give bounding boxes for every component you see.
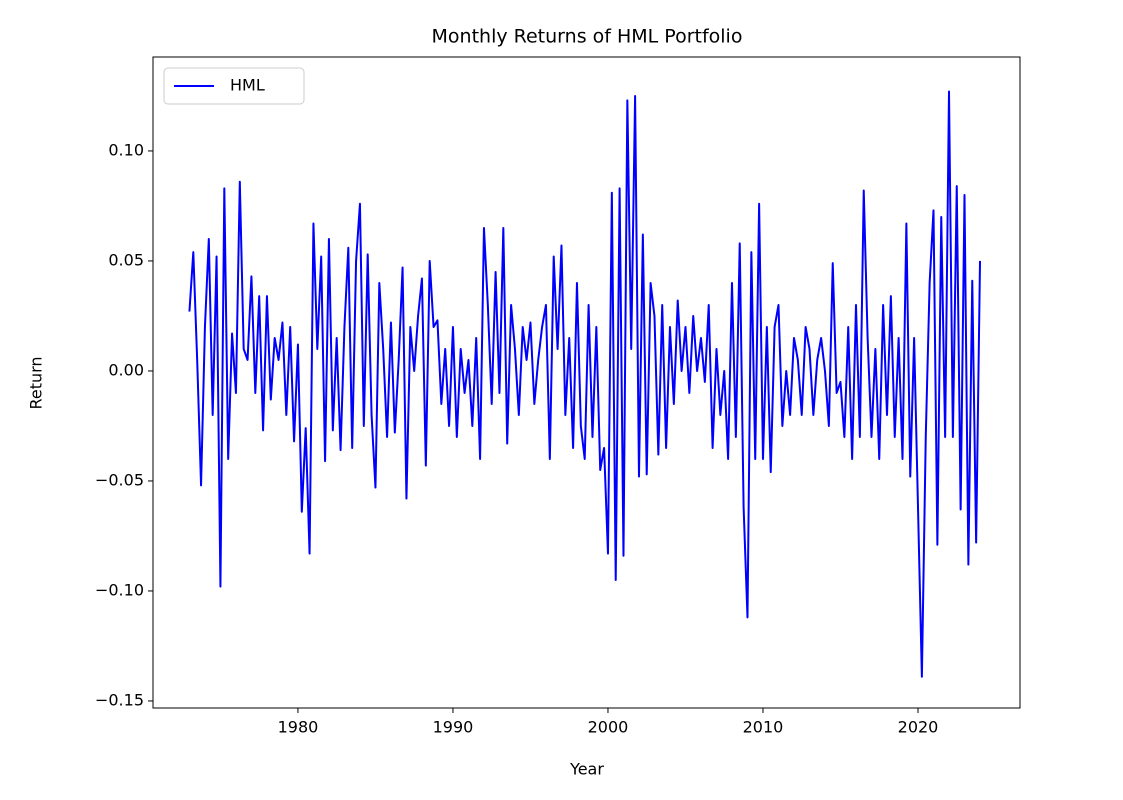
y-tick-label: 0.10 <box>108 140 144 159</box>
plot-frame <box>152 56 1021 709</box>
x-tick-label: 1980 <box>278 718 319 737</box>
y-tick-label: −0.10 <box>95 580 144 599</box>
y-tick-label: 0.05 <box>108 250 144 269</box>
y-tick-label: 0.00 <box>108 360 144 379</box>
x-tick-label: 2000 <box>588 718 629 737</box>
y-tick-label: −0.05 <box>95 470 144 489</box>
legend-label: HML <box>230 76 265 95</box>
x-tick-label: 2020 <box>898 718 939 737</box>
data-line <box>188 90 982 678</box>
chart-title: Monthly Returns of HML Portfolio <box>432 26 743 48</box>
x-tick-label: 1990 <box>433 718 474 737</box>
y-tick-label: −0.15 <box>95 690 144 709</box>
x-axis-label: Year <box>569 760 604 779</box>
legend-box <box>163 67 305 105</box>
x-tick-label: 2010 <box>743 718 784 737</box>
y-axis-label: Return <box>27 356 46 409</box>
